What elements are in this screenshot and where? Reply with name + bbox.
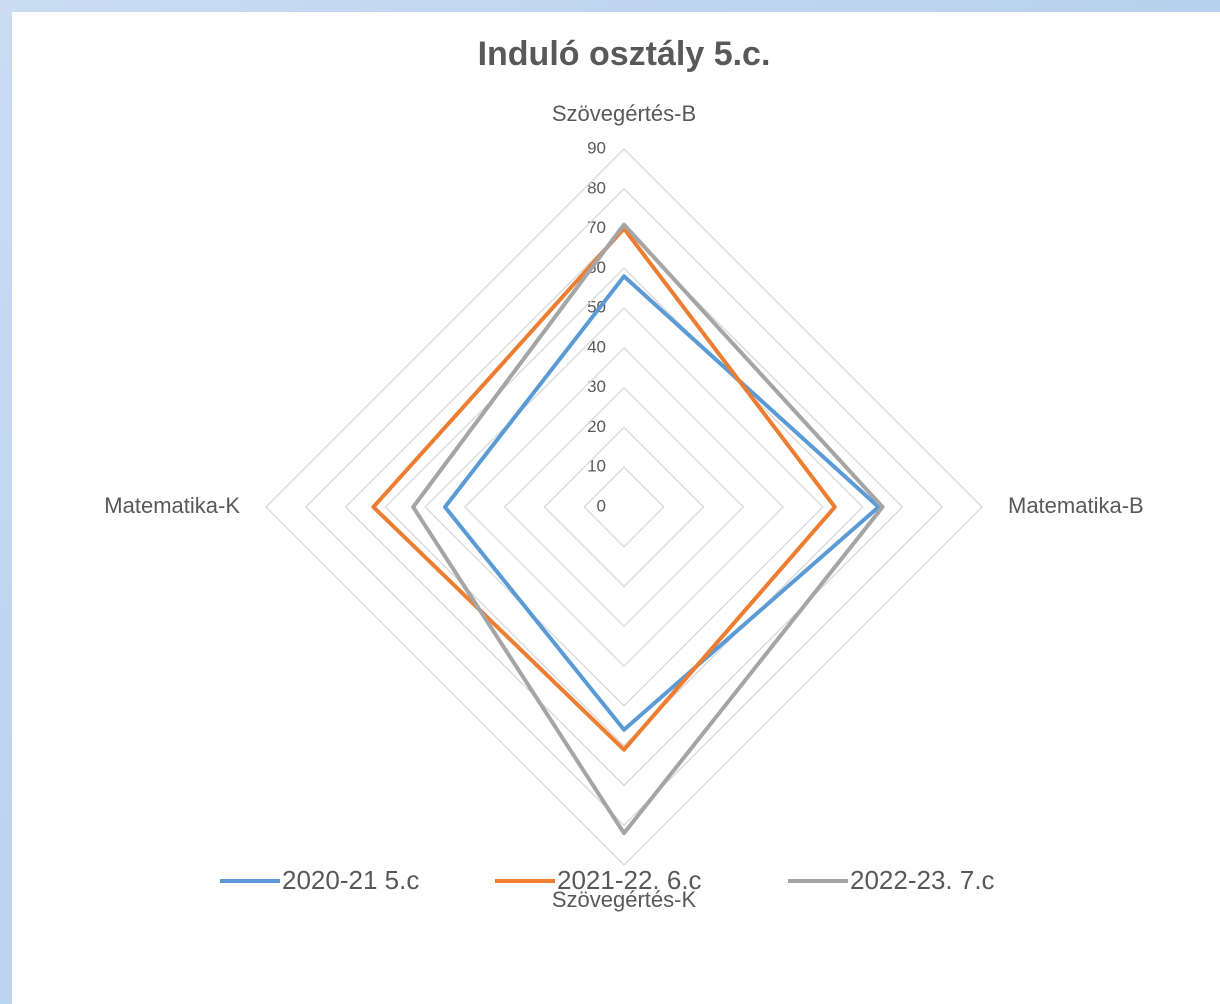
legend-label: 2022-23. 7.c — [850, 865, 995, 895]
category-label: Matematika-B — [1008, 493, 1144, 518]
grid-line — [503, 386, 745, 628]
series-line — [371, 226, 837, 752]
y-tick-label: 90 — [587, 138, 606, 157]
category-label: Szövegértés-K — [552, 887, 697, 912]
grid-line — [543, 426, 705, 588]
grid-line — [265, 148, 983, 866]
series-line — [411, 222, 885, 836]
grid-line — [344, 227, 904, 787]
category-label: Matematika-K — [104, 493, 240, 518]
legend-label: 2020-21 5.c — [282, 865, 419, 895]
y-tick-label: 20 — [587, 417, 606, 436]
grid-line — [463, 346, 785, 668]
grid-line — [583, 466, 665, 548]
grid-line — [304, 187, 944, 827]
grid-line — [384, 267, 864, 747]
chart-title: Induló osztály 5.c. — [478, 35, 771, 73]
y-tick-label: 30 — [587, 377, 606, 396]
y-tick-label: 70 — [587, 218, 606, 237]
category-label: Szövegértés-B — [552, 101, 696, 126]
chart-area — [12, 12, 1220, 1004]
y-tick-label: 0 — [597, 496, 606, 515]
y-tick-label: 10 — [587, 457, 606, 476]
grid-line — [424, 307, 824, 707]
series-line — [443, 274, 881, 732]
legend-label: 2021-22. 6.c — [557, 865, 702, 895]
y-tick-label: 40 — [587, 337, 606, 356]
y-tick-label: 80 — [587, 178, 606, 197]
